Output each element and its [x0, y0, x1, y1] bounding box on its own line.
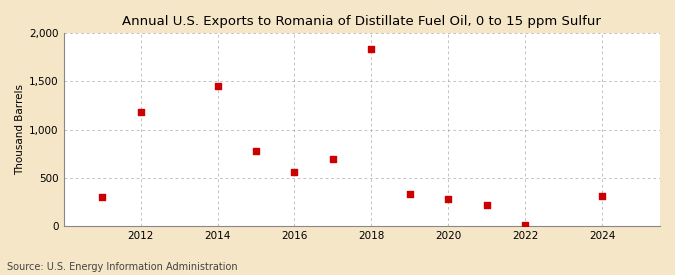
Text: Source: U.S. Energy Information Administration: Source: U.S. Energy Information Administ… [7, 262, 238, 272]
Point [366, 46, 377, 51]
Point [289, 170, 300, 174]
Title: Annual U.S. Exports to Romania of Distillate Fuel Oil, 0 to 15 ppm Sulfur: Annual U.S. Exports to Romania of Distil… [122, 15, 601, 28]
Point [404, 192, 415, 196]
Point [212, 84, 223, 89]
Point [481, 203, 492, 207]
Point [597, 194, 608, 198]
Point [443, 197, 454, 202]
Y-axis label: Thousand Barrels: Thousand Barrels [15, 84, 25, 175]
Point [135, 110, 146, 114]
Point [97, 195, 107, 199]
Point [520, 223, 531, 228]
Point [327, 157, 338, 162]
Point [250, 148, 261, 153]
